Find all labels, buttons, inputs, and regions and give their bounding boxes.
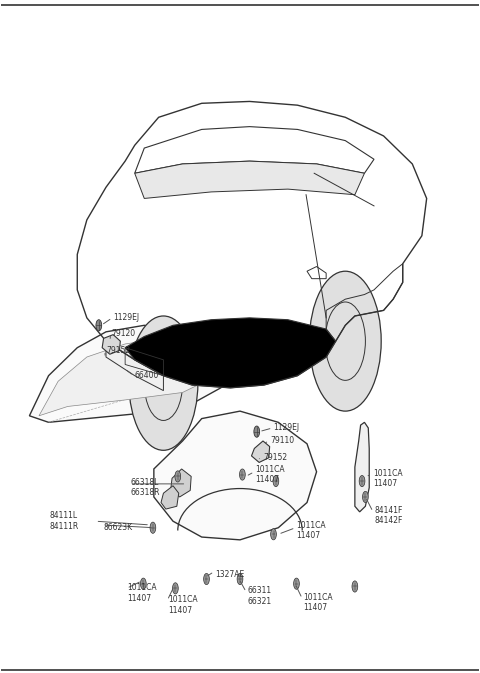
- Circle shape: [129, 316, 198, 450]
- Text: 79110: 79110: [270, 437, 294, 446]
- Circle shape: [294, 578, 300, 590]
- Text: 1011CA
11407: 1011CA 11407: [168, 596, 198, 615]
- Text: 79152: 79152: [106, 346, 130, 355]
- Circle shape: [352, 581, 358, 592]
- Circle shape: [172, 583, 178, 594]
- Circle shape: [204, 573, 209, 585]
- Polygon shape: [154, 411, 317, 540]
- Text: 1327AE: 1327AE: [215, 570, 244, 579]
- Circle shape: [150, 522, 156, 533]
- Polygon shape: [170, 469, 191, 497]
- Circle shape: [96, 320, 102, 331]
- Text: 1129EJ: 1129EJ: [113, 314, 139, 322]
- Text: 79152: 79152: [263, 453, 287, 462]
- Circle shape: [273, 476, 279, 487]
- Polygon shape: [161, 486, 179, 509]
- Polygon shape: [39, 339, 211, 416]
- Polygon shape: [135, 161, 364, 199]
- Polygon shape: [355, 423, 369, 512]
- Circle shape: [240, 469, 245, 480]
- Polygon shape: [29, 325, 230, 423]
- Circle shape: [310, 271, 381, 411]
- Text: 1011CA
11407: 1011CA 11407: [128, 583, 157, 603]
- Circle shape: [254, 426, 260, 437]
- Text: 84141F
84142F: 84141F 84142F: [374, 506, 402, 526]
- Text: 84111L
84111R: 84111L 84111R: [49, 511, 79, 531]
- Text: 1011CA
11407: 1011CA 11407: [303, 593, 333, 612]
- Text: 1129EJ: 1129EJ: [274, 423, 300, 433]
- Polygon shape: [102, 334, 120, 354]
- Text: 66318L
66318R: 66318L 66318R: [131, 478, 160, 497]
- Text: 1011CA
11407: 1011CA 11407: [297, 521, 326, 540]
- Text: 66311
66321: 66311 66321: [247, 586, 271, 606]
- Circle shape: [175, 471, 180, 482]
- Circle shape: [271, 529, 276, 540]
- Polygon shape: [125, 318, 336, 388]
- Text: 66400: 66400: [135, 371, 159, 380]
- Circle shape: [359, 476, 365, 487]
- Text: 86623K: 86623K: [104, 523, 133, 532]
- Polygon shape: [252, 441, 270, 462]
- Text: 79120: 79120: [112, 329, 136, 339]
- Text: 1011CA
11407: 1011CA 11407: [373, 468, 403, 488]
- Text: 1011CA
11407: 1011CA 11407: [255, 465, 285, 485]
- Circle shape: [237, 573, 243, 585]
- Circle shape: [362, 491, 368, 503]
- Circle shape: [141, 578, 146, 590]
